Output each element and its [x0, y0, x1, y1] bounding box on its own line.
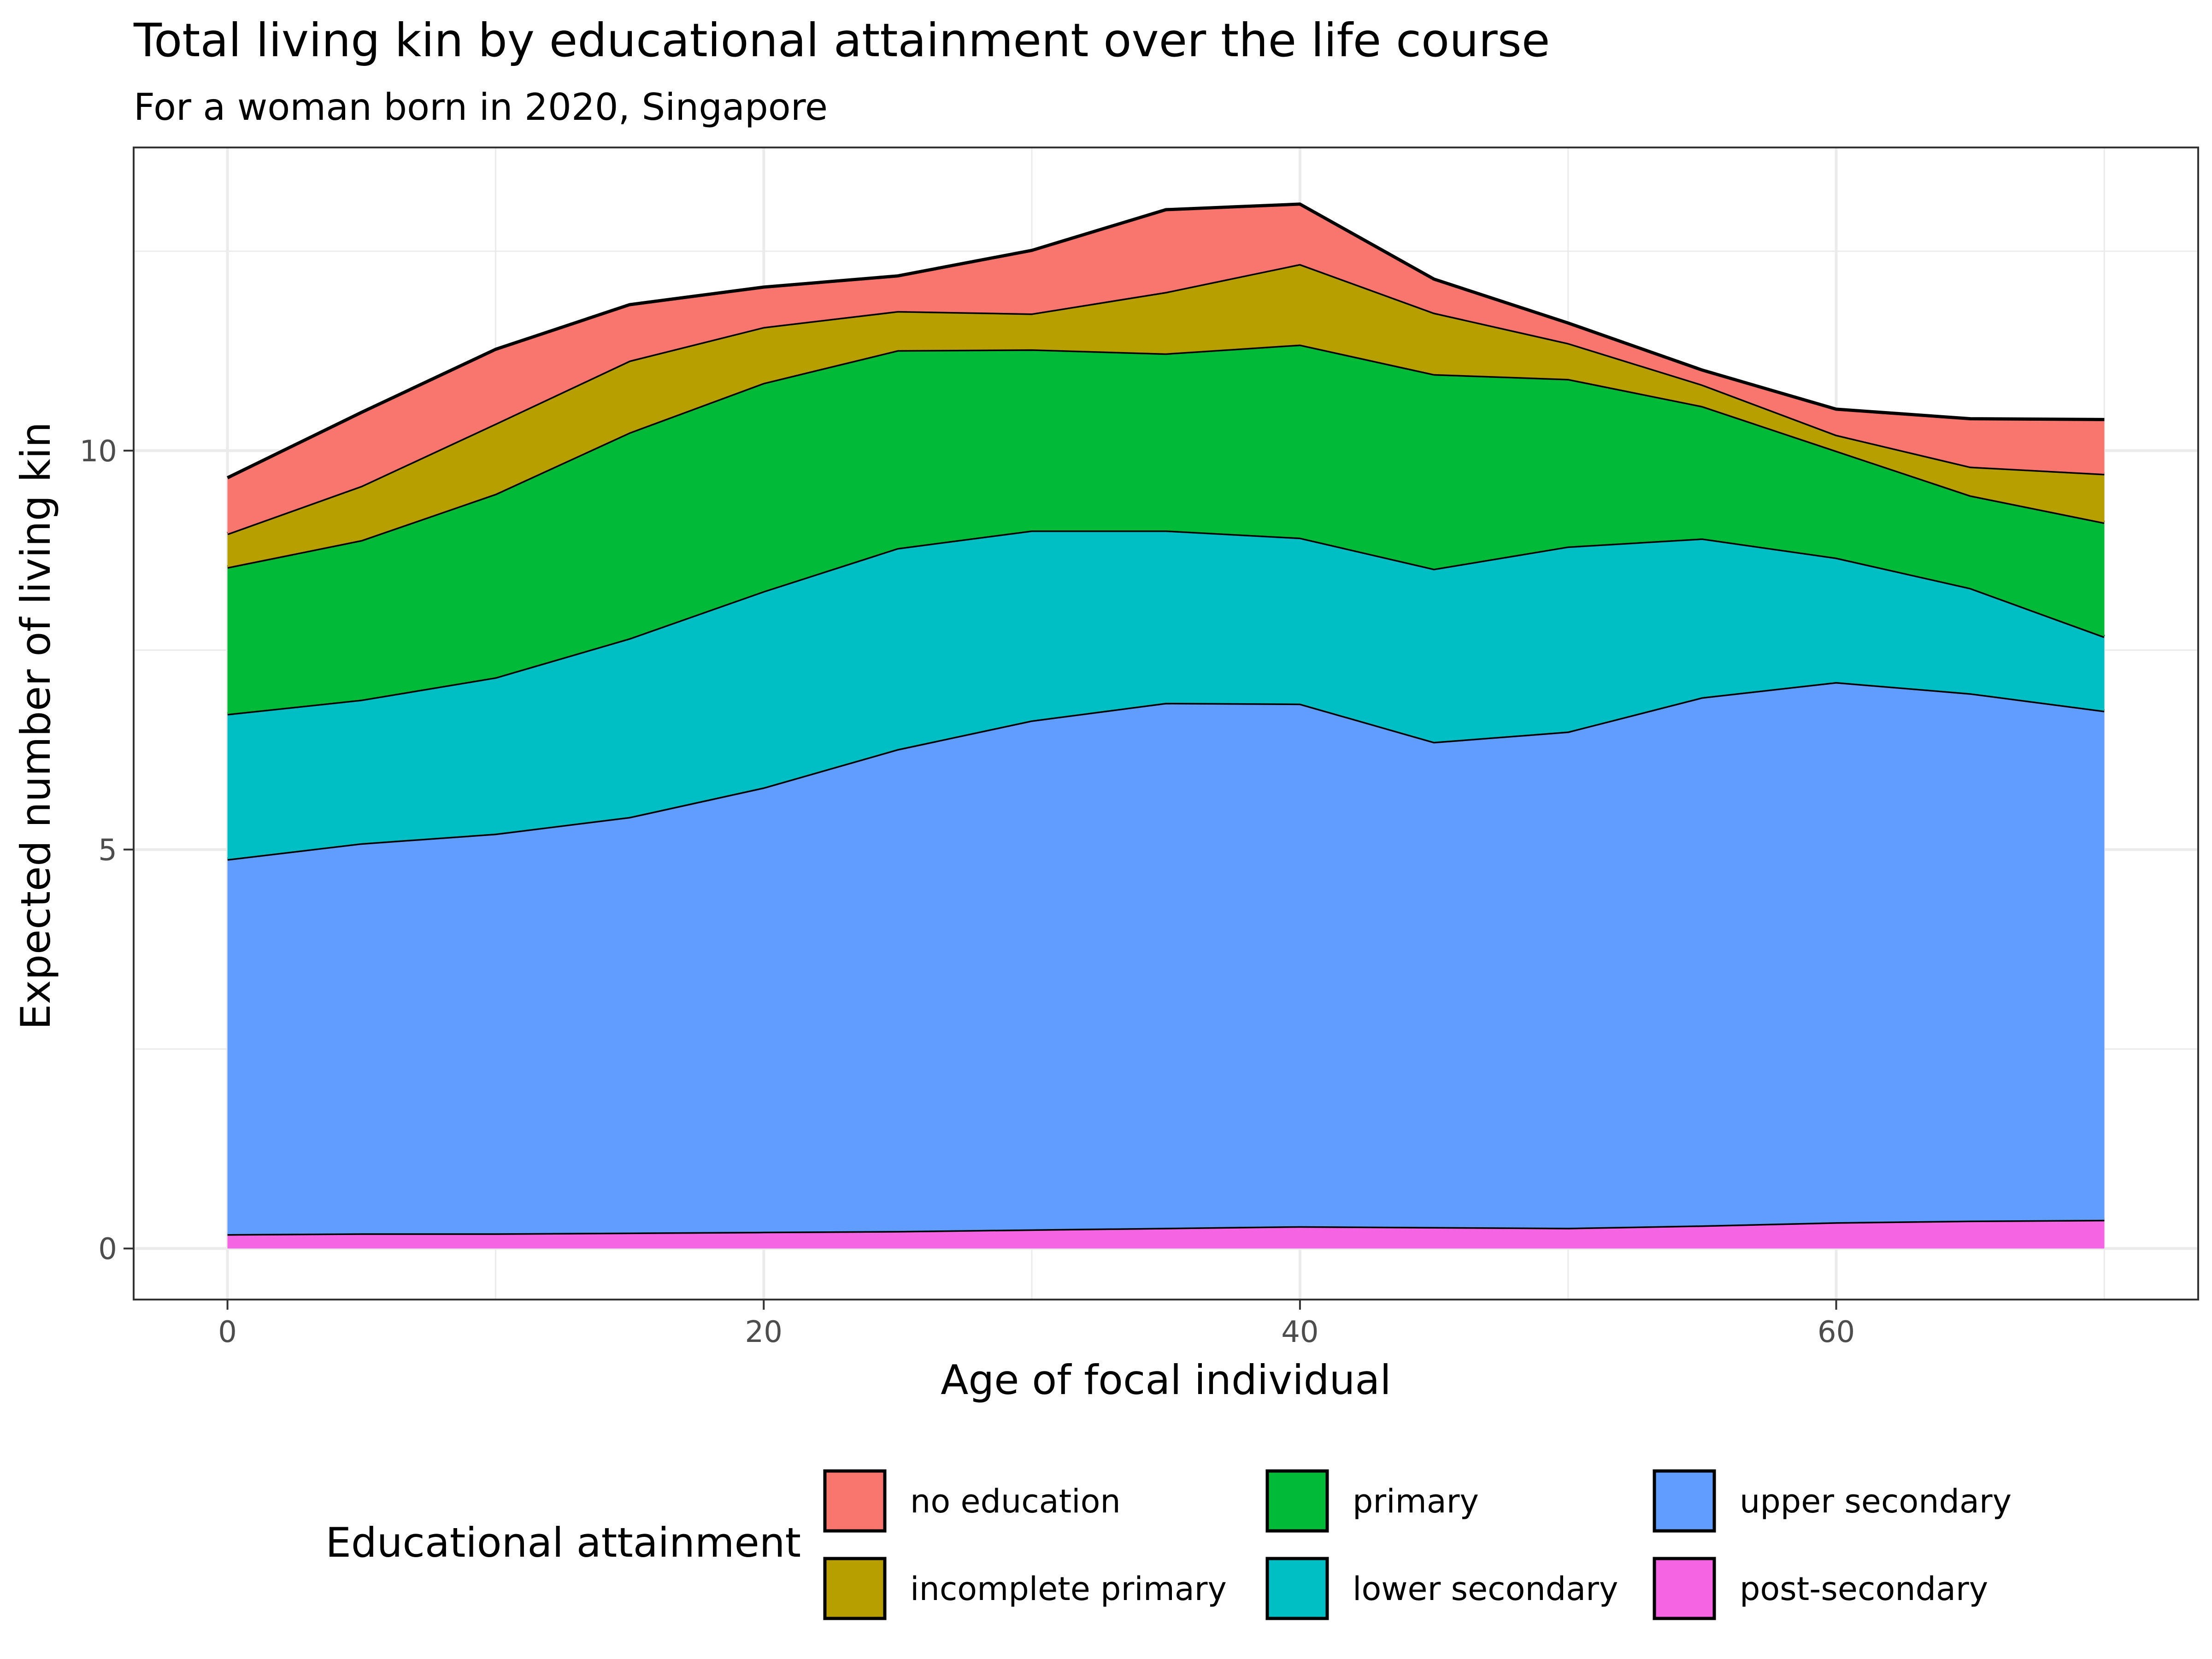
legend-label-no-education: no education — [910, 1483, 1121, 1520]
legend-title: Educational attainment — [325, 1519, 801, 1566]
y-tick-label: 5 — [98, 834, 117, 868]
y-tick-label: 0 — [98, 1232, 117, 1266]
area-primary — [227, 344, 2105, 714]
plot-border — [133, 147, 2199, 1300]
legend: Educational attainment no education incom… — [325, 1469, 2012, 1620]
area-upper-secondary — [227, 682, 2105, 1234]
legend-label-post-secondary: post-secondary — [1740, 1570, 1988, 1608]
y-axis-title: Expected number of living kin — [12, 422, 59, 1030]
area-incomplete-primary — [227, 264, 2105, 567]
legend-key-post-secondary — [1653, 1557, 1716, 1620]
axis-layer: 0 20 40 60 0 5 10 — [80, 435, 1855, 1349]
legend-key-lower-secondary — [1265, 1557, 1329, 1620]
x-tick-label: 60 — [1818, 1315, 1855, 1349]
area-no-education — [227, 204, 2105, 534]
x-tick-label: 0 — [218, 1315, 237, 1349]
area-lower-secondary — [227, 530, 2105, 859]
legend-key-incomplete-primary — [823, 1557, 887, 1620]
area-layer — [227, 202, 2105, 1249]
legend-label-primary: primary — [1353, 1483, 1479, 1520]
x-tick-label: 20 — [745, 1315, 782, 1349]
legend-key-primary — [1265, 1469, 1329, 1533]
legend-label-incomplete-primary: incomplete primary — [910, 1570, 1227, 1608]
legend-key-no-education — [823, 1469, 887, 1533]
x-tick-label: 40 — [1281, 1315, 1318, 1349]
y-tick-label: 10 — [80, 435, 117, 469]
legend-label-upper-secondary: upper secondary — [1740, 1483, 2012, 1520]
chart-subtitle: For a woman born in 2020, Singapore — [134, 86, 828, 129]
legend-label-lower-secondary: lower secondary — [1353, 1570, 1618, 1608]
area-outline-no-education — [227, 202, 2105, 479]
chart-title: Total living kin by educational attainme… — [133, 13, 1550, 67]
legend-key-upper-secondary — [1653, 1469, 1716, 1533]
x-axis-title: Age of focal individual — [941, 1356, 1391, 1404]
